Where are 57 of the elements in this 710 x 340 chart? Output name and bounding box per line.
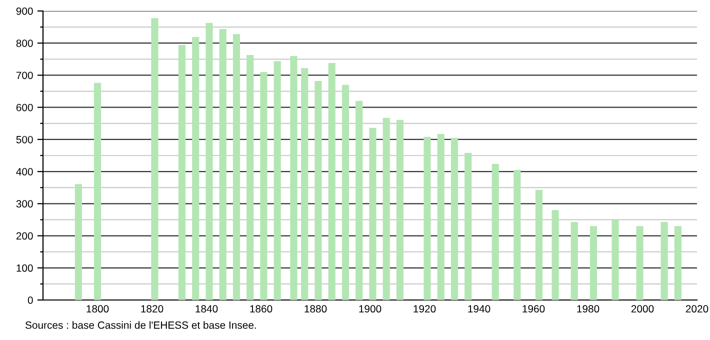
source-note: Sources : base Cassini de l'EHESS et base Insee. — [25, 321, 256, 329]
bar — [636, 226, 644, 300]
bar — [674, 226, 682, 300]
x-tick-label: 2020 — [686, 305, 708, 313]
bar — [74, 184, 82, 300]
bar — [437, 134, 444, 300]
y-tick-label: 200 — [16, 232, 33, 240]
bar — [94, 82, 102, 300]
bar — [660, 222, 668, 300]
bar — [206, 22, 213, 300]
y-tick-label: 400 — [16, 168, 33, 176]
bar — [151, 18, 158, 300]
bar — [314, 81, 322, 300]
bar — [232, 34, 240, 300]
x-tick-label: 1980 — [577, 305, 600, 313]
y-tick-label: 300 — [16, 200, 33, 208]
y-tick-label: 100 — [16, 264, 33, 272]
bar — [369, 128, 376, 300]
bar — [535, 190, 542, 300]
x-tick-label: 1860 — [250, 305, 272, 313]
bar — [274, 61, 281, 300]
bar — [570, 222, 578, 300]
y-tick-label: 700 — [16, 72, 33, 80]
bar — [246, 54, 254, 300]
bar — [424, 136, 431, 300]
x-tick-label: 1960 — [522, 305, 545, 313]
bar — [492, 164, 499, 300]
bar — [396, 120, 404, 300]
bar — [590, 226, 597, 300]
x-tick-label: 2000 — [631, 305, 654, 313]
y-tick-label: 600 — [16, 104, 33, 112]
bar — [342, 84, 350, 300]
bar — [260, 72, 268, 300]
bar — [328, 63, 336, 300]
y-tick-label: 900 — [16, 8, 33, 15]
bar — [178, 45, 186, 300]
y-tick-label: 0 — [28, 296, 33, 304]
x-tick-label: 1920 — [414, 305, 436, 313]
x-tick-label: 1900 — [359, 305, 382, 313]
bar — [356, 100, 363, 300]
bar — [301, 68, 308, 300]
x-tick-label: 1940 — [468, 305, 490, 313]
x-tick-label: 1840 — [196, 305, 218, 313]
x-tick-label: 1880 — [304, 305, 327, 313]
bar — [382, 118, 390, 300]
bar — [552, 210, 559, 300]
bar — [464, 152, 472, 300]
bar — [450, 138, 458, 300]
bar — [192, 37, 200, 300]
y-tick-label: 500 — [16, 136, 33, 144]
y-tick-label: 800 — [16, 40, 33, 47]
x-tick-label: 1820 — [141, 305, 164, 313]
bar — [612, 220, 619, 300]
x-tick-label: 1800 — [86, 305, 109, 313]
bar — [290, 56, 298, 300]
bar — [219, 28, 226, 300]
bar — [514, 170, 521, 300]
